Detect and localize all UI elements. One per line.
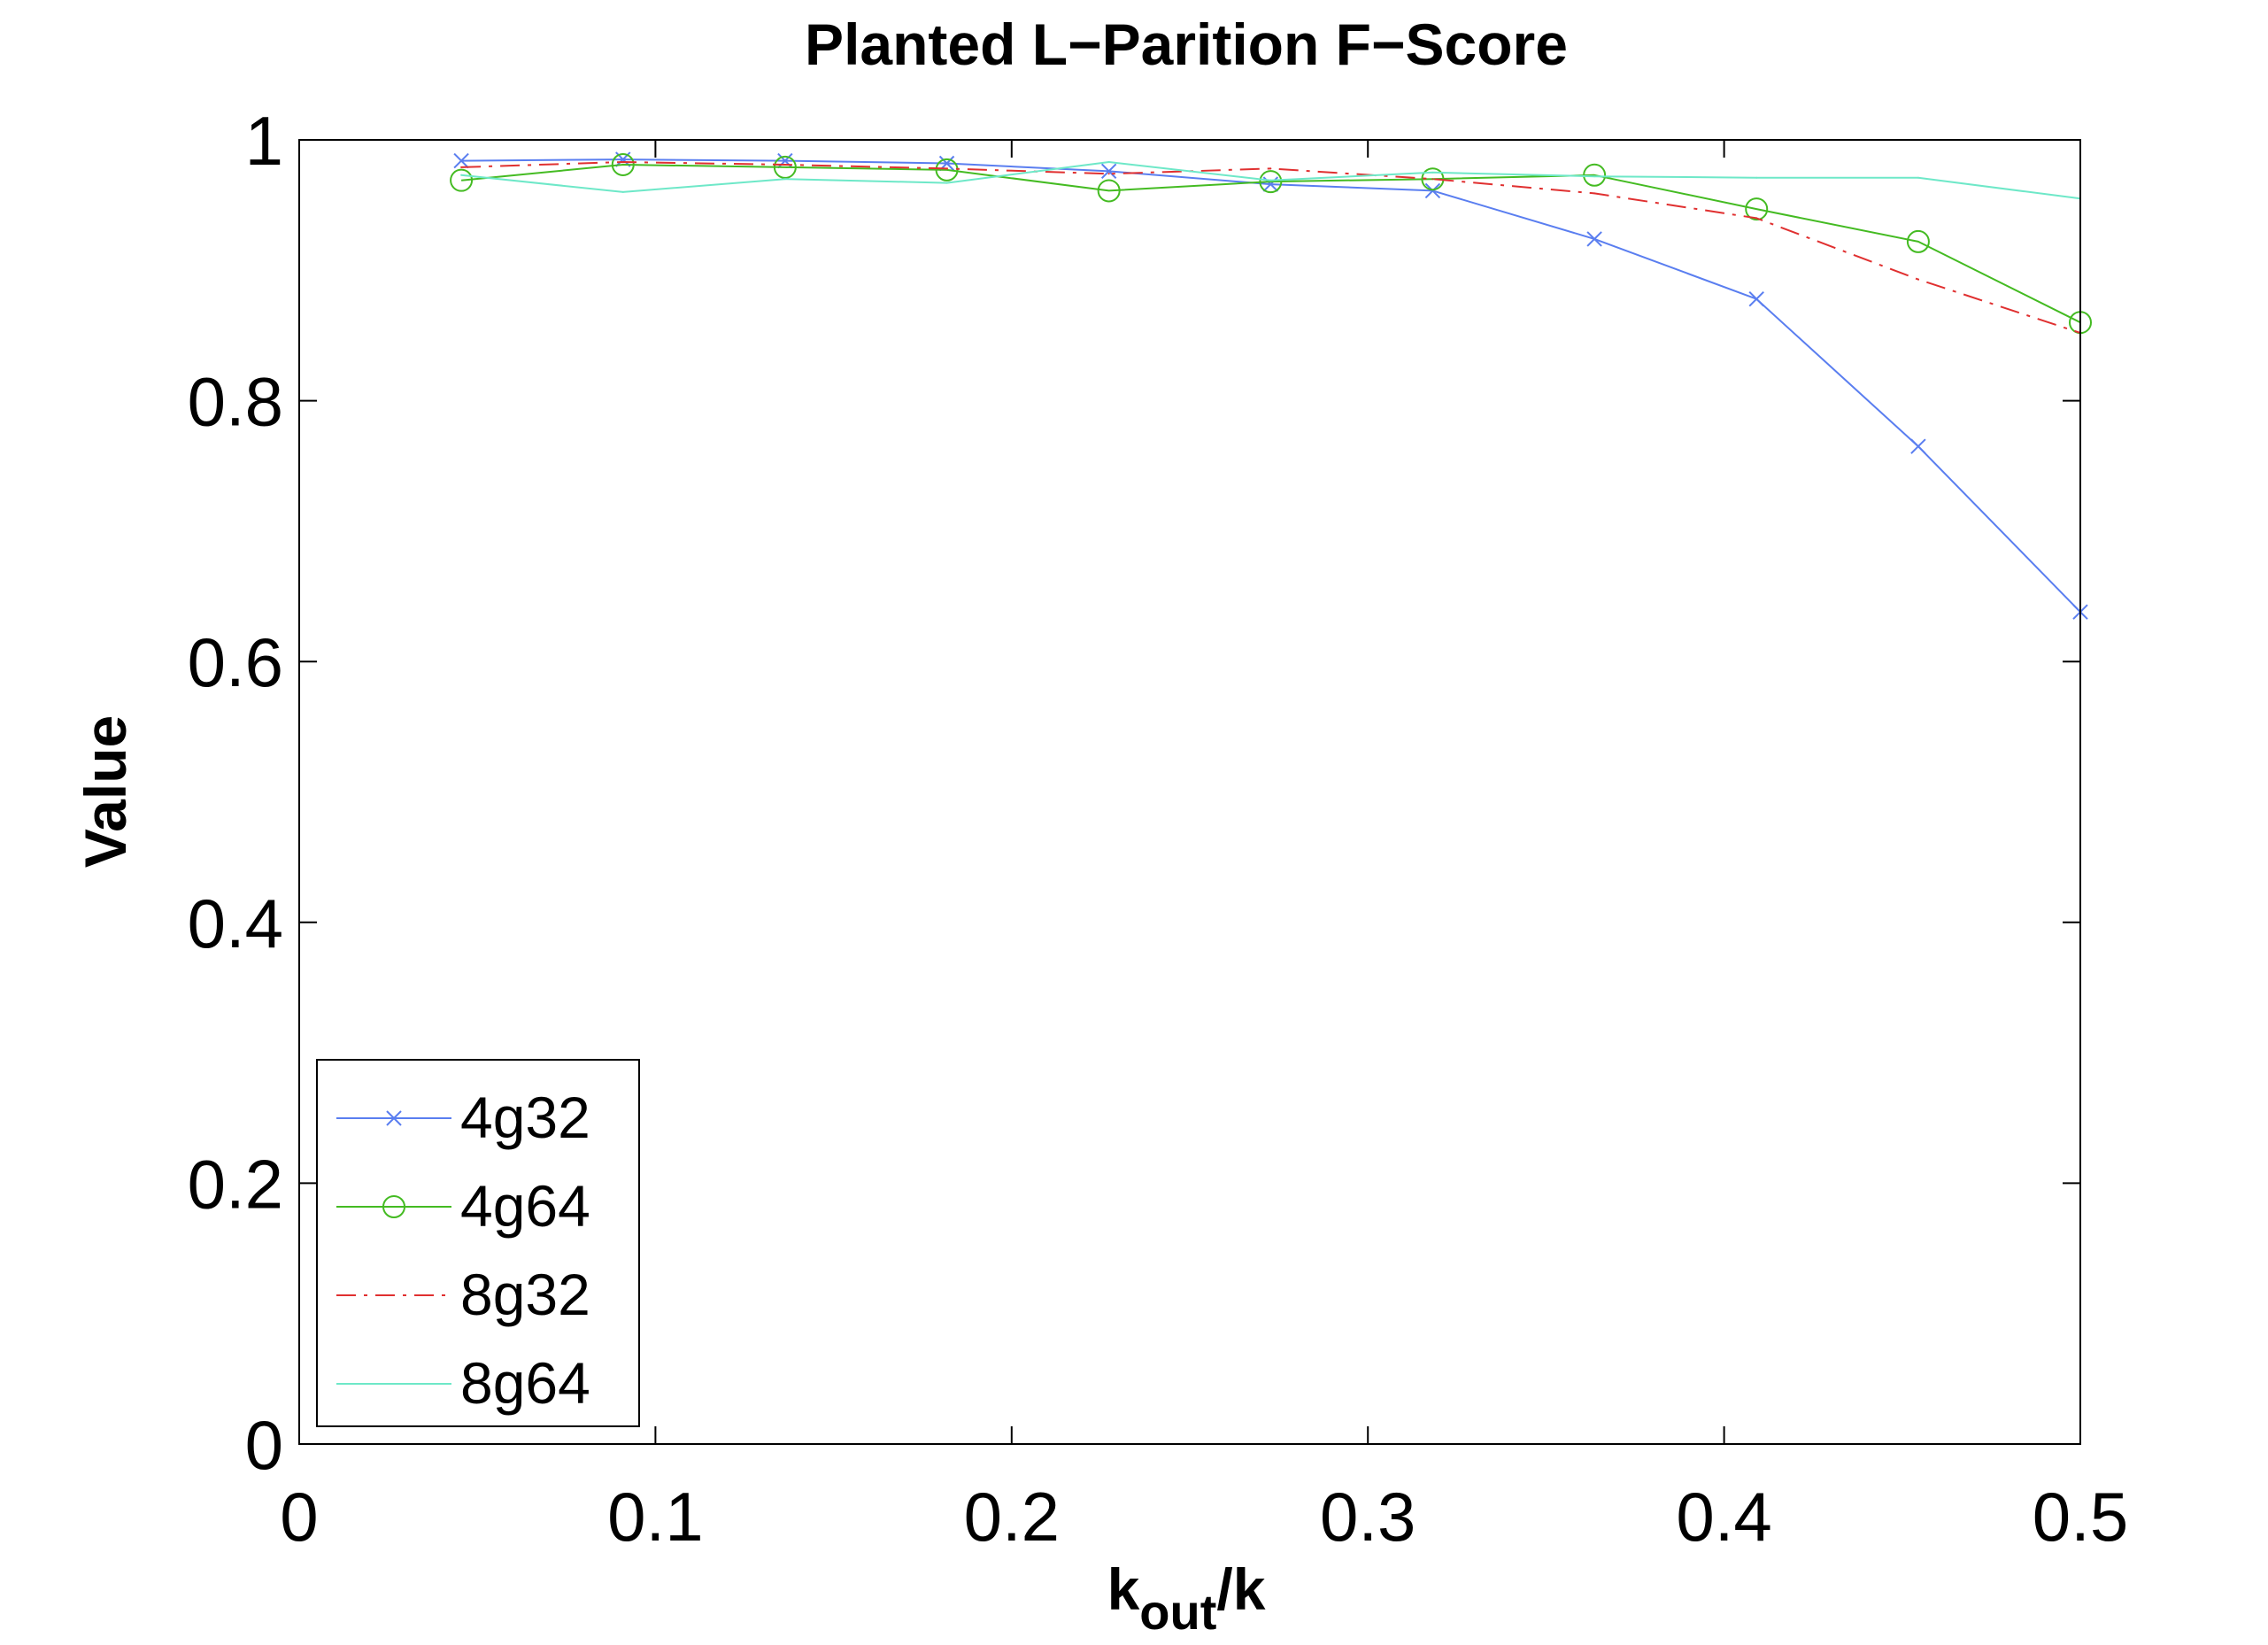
data-point-8g64-8 [1755,176,1758,179]
x-axis-label-suffix: /k [1216,1556,1265,1622]
series-line-4g64 [461,164,2081,324]
series-8g64 [460,161,2081,200]
legend-marker-4g32 [386,1110,402,1126]
y-tick-label-0-8: 0.8 [188,363,283,441]
legend-label-8g32: 8g32 [460,1262,590,1327]
data-point-4g32-0 [453,152,469,169]
data-point-8g64-2 [783,178,786,181]
y-tick-label-0-4: 0.4 [188,884,283,962]
x-axis-label-subscript: out [1139,1584,1216,1640]
series-8g32 [460,161,2081,335]
x-tick-label-0-5: 0.5 [2033,1478,2128,1556]
data-point-4g64-9 [1906,229,1930,253]
legend: 4g32 4g64 8g32 8g64 [316,1059,640,1427]
data-point-8g64-4 [1107,161,1110,164]
data-point-8g64-9 [1917,176,1919,179]
x-tick-label-0-3: 0.3 [1320,1478,1416,1556]
data-point-8g64-6 [1431,171,1434,174]
y-tick-label-1: 1 [245,102,283,180]
y-tick-labels: 0 0.2 0.4 0.6 0.8 1 [188,102,283,1484]
data-point-4g64-3 [935,158,959,181]
data-point-8g64-0 [460,174,463,176]
data-point-8g32-1 [621,161,624,164]
data-point-4g64-7 [1583,163,1607,187]
data-point-8g32-8 [1755,217,1758,220]
series-layer [450,151,2092,620]
legend-marker-4g64 [382,1195,405,1218]
x-axis-label-main: k [1107,1556,1140,1622]
y-axis-label: Value [73,715,138,868]
data-point-8g64-3 [945,181,948,184]
data-point-4g64-2 [773,155,797,179]
data-point-4g64-0 [450,168,474,192]
data-point-4g32-9 [1910,438,1926,454]
data-point-8g32-6 [1431,178,1434,181]
legend-label-8g64: 8g64 [460,1350,590,1416]
y-tick-label-0: 0 [245,1406,283,1484]
data-point-8g32-3 [945,167,948,170]
y-tick-label-0-6: 0.6 [188,623,283,701]
x-axis-label: kout/k [1107,1556,1266,1640]
data-point-4g64-4 [1097,179,1121,203]
series-4g32 [453,151,2088,620]
data-point-4g64-5 [1259,170,1283,194]
data-point-4g32-4 [1100,163,1117,180]
data-point-4g64-6 [1421,167,1445,191]
data-point-8g32-7 [1593,192,1596,195]
data-point-8g32-0 [460,166,463,168]
x-tick-label-0-4: 0.4 [1676,1478,1771,1556]
legend-box [316,1059,640,1427]
data-point-8g64-7 [1593,175,1596,178]
plot-frame [298,139,2081,1445]
data-point-4g32-6 [1424,182,1441,199]
x-tick-label-0-1: 0.1 [607,1478,703,1556]
data-point-8g32-4 [1107,173,1110,175]
x-tick-label-0-2: 0.2 [964,1478,1060,1556]
data-point-4g64-1 [611,152,635,176]
data-point-8g64-1 [621,190,624,193]
data-point-8g32-2 [783,163,786,166]
data-point-4g32-7 [1586,231,1602,247]
data-point-8g64-5 [1269,179,1272,181]
y-tick-label-0-2: 0.2 [188,1145,283,1223]
data-point-4g32-8 [1748,290,1764,307]
legend-label-4g32: 4g32 [460,1085,590,1150]
legend-label-4g64: 4g64 [460,1173,590,1239]
x-tick-label-0: 0 [280,1478,318,1556]
chart-title: Planted L−Parition F−Score [805,12,1568,77]
data-point-8g32-5 [1269,167,1272,170]
data-point-4g64-8 [1745,197,1769,221]
x-tick-labels: 0 0.1 0.2 0.3 0.4 0.5 [280,1478,2128,1556]
data-point-8g32-9 [1917,278,1919,281]
